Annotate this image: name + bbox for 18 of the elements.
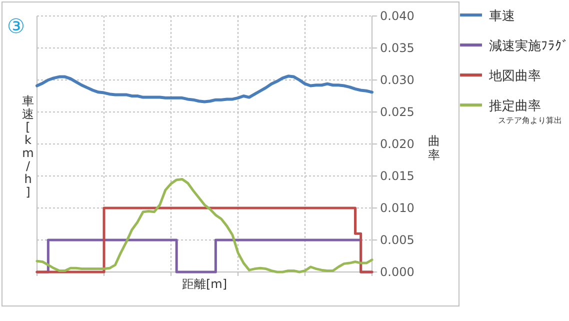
text: ③: [7, 14, 25, 38]
legend-label: 推定曲率: [489, 98, 541, 114]
legend-label: 車速: [489, 9, 515, 24]
y-tick-label: 0.015: [380, 169, 414, 183]
y-axis-title: 車速[km/h]: [22, 94, 34, 199]
y-tick-label: 0.025: [380, 105, 414, 119]
y-tick-label: 0.030: [380, 73, 414, 87]
x-axis-title: 距離[m]: [182, 277, 228, 291]
y2-axis-title: 曲率: [428, 134, 440, 162]
text: ステア角より算出: [498, 116, 562, 125]
y-tick-label: 0.000: [380, 265, 414, 279]
legend-label: 地図曲率: [488, 68, 541, 84]
y-tick-label: 0.010: [380, 201, 414, 215]
y-tick-label: 0.005: [380, 233, 414, 247]
y-tick-label: 0.040: [380, 9, 414, 23]
y-tick-label: 0.020: [380, 137, 414, 151]
y-tick-label: 0.035: [380, 41, 414, 55]
legend-label: 減速実施ﾌﾗｸﾞ: [489, 38, 569, 54]
